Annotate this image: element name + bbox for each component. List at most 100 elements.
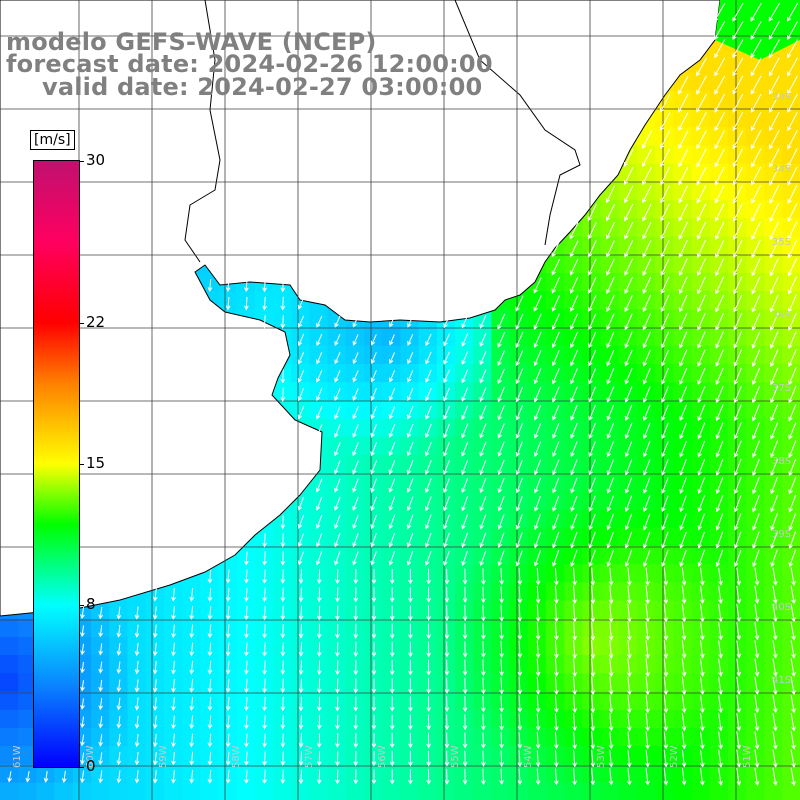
wind-speed-cell — [327, 327, 347, 347]
wind-arrow — [371, 569, 377, 585]
wind-arrow — [588, 331, 597, 349]
wind-speed-cell — [564, 546, 583, 565]
wind-arrow — [98, 734, 104, 747]
wind-arrow — [751, 312, 761, 331]
wind-speed-cell — [728, 455, 747, 474]
wind-arrow — [298, 660, 304, 676]
wind-speed-cell — [400, 673, 420, 693]
wind-arrow — [660, 258, 670, 277]
wind-speed-cell — [527, 491, 547, 511]
wind-speed-cell — [254, 764, 274, 784]
wind-speed-cell — [418, 691, 438, 711]
wind-arrow — [643, 459, 651, 476]
wind-arrow — [790, 731, 796, 750]
wind-arrow — [732, 2, 744, 22]
wind-arrow — [244, 715, 249, 730]
wind-arrow — [769, 75, 780, 95]
wind-arrow — [389, 732, 395, 749]
wind-speed-cell — [309, 345, 329, 365]
wind-arrow — [533, 331, 542, 349]
wind-speed-cell — [509, 491, 529, 511]
wind-arrow — [443, 351, 450, 365]
wind-arrow — [661, 513, 669, 531]
colorbar-tick-label: 22 — [86, 312, 106, 331]
wind-speed-cell — [455, 491, 474, 511]
wind-speed-cell — [655, 436, 674, 456]
wind-arrow — [171, 715, 176, 730]
longitude-label: 51W — [742, 745, 753, 768]
wind-speed-cell — [655, 782, 674, 800]
wind-speed-cell — [655, 163, 674, 183]
wind-arrow — [443, 315, 450, 329]
wind-arrow — [679, 386, 688, 404]
wind-speed-cell — [691, 473, 711, 492]
wind-arrow — [497, 459, 505, 476]
wind-speed-cell — [418, 418, 438, 438]
wind-arrow — [678, 130, 689, 150]
wind-speed-cell — [564, 291, 583, 310]
wind-arrow — [790, 713, 796, 732]
wind-arrow — [752, 513, 760, 531]
wind-speed-cell — [200, 618, 219, 638]
wind-speed-cell — [728, 254, 747, 274]
wind-speed-cell — [200, 691, 219, 711]
wind-speed-cell — [218, 291, 238, 310]
wind-speed-cell — [109, 637, 128, 656]
wind-speed-cell — [127, 691, 147, 711]
wind-arrow — [645, 567, 650, 586]
wind-arrow — [606, 276, 615, 294]
wind-arrow — [569, 276, 579, 294]
wind-speed-cell — [546, 345, 565, 365]
wind-arrow — [790, 567, 796, 586]
wind-arrow — [718, 640, 723, 659]
wind-arrow — [499, 713, 504, 731]
wind-speed-cell — [582, 546, 602, 565]
wind-speed-cell — [364, 491, 383, 511]
wind-arrow — [696, 57, 707, 77]
wind-arrow — [732, 111, 744, 132]
wind-speed-cell — [746, 546, 765, 565]
wind-speed-cell — [345, 564, 365, 583]
wind-speed-cell — [182, 728, 201, 747]
wind-arrow — [171, 588, 176, 602]
wind-arrow — [480, 750, 486, 767]
wind-speed-cell — [400, 746, 420, 765]
wind-arrow — [444, 714, 450, 731]
longitude-label: 56W — [377, 745, 388, 768]
wind-arrow — [751, 385, 761, 404]
wind-arrow — [715, 458, 724, 476]
wind-arrow — [406, 478, 414, 493]
wind-speed-cell — [455, 618, 474, 638]
wind-speed-cell — [728, 436, 747, 456]
wind-speed-cell — [691, 327, 711, 347]
wind-arrow — [335, 569, 340, 585]
wind-arrow — [406, 423, 414, 439]
wind-arrow — [297, 297, 305, 310]
wind-arrow — [389, 623, 395, 640]
wind-speed-cell — [673, 382, 693, 401]
wind-arrow — [352, 533, 359, 548]
wind-arrow — [697, 477, 706, 495]
wind-arrow — [335, 678, 340, 694]
wind-arrow — [426, 586, 432, 603]
wind-arrow — [461, 478, 469, 494]
wind-arrow — [225, 660, 231, 675]
wind-arrow — [335, 714, 340, 730]
wind-arrow — [736, 676, 742, 695]
wind-arrow — [517, 713, 523, 731]
wind-arrow — [479, 477, 487, 494]
wind-arrow — [517, 568, 523, 586]
wind-arrow — [790, 767, 796, 787]
wind-arrow — [718, 731, 723, 750]
wind-speed-cell — [509, 473, 529, 492]
wind-speed-cell — [546, 273, 565, 292]
wind-speed-cell — [418, 473, 438, 492]
wind-arrow — [678, 148, 689, 168]
wind-arrow — [699, 622, 705, 641]
wind-speed-cell — [746, 200, 765, 219]
wind-arrow — [787, 130, 798, 150]
wind-speed-cell — [673, 291, 693, 310]
wind-arrow — [444, 586, 450, 603]
wind-speed-cell — [327, 618, 347, 638]
wind-speed-cell — [291, 345, 310, 365]
